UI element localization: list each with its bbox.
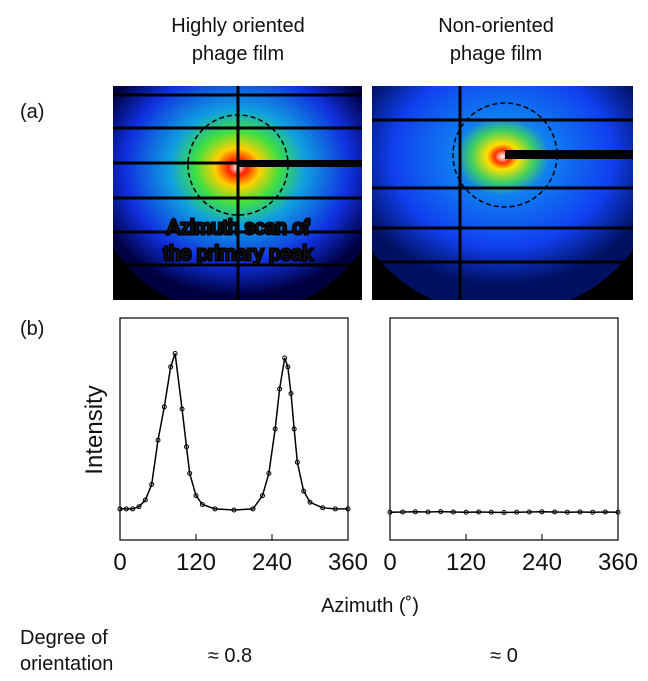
data-point xyxy=(577,509,583,515)
data-point xyxy=(187,470,193,476)
data-point xyxy=(602,509,608,515)
data-point xyxy=(412,509,418,515)
data-point xyxy=(193,493,199,499)
data-point xyxy=(463,509,469,515)
data-point xyxy=(250,506,256,512)
column-title: Non-oriented phage film xyxy=(438,15,554,65)
data-point xyxy=(476,509,482,515)
data-point xyxy=(212,506,218,512)
data-point xyxy=(488,509,494,515)
data-point xyxy=(590,509,596,515)
data-point xyxy=(320,505,326,511)
data-point xyxy=(438,509,444,515)
data-point xyxy=(161,404,167,410)
data-point xyxy=(184,444,189,450)
data-point xyxy=(288,390,294,396)
data-point xyxy=(266,470,272,476)
degree-value: ≈ 0 xyxy=(490,645,518,667)
x-tick-label: 120 xyxy=(176,549,216,576)
data-point xyxy=(345,506,351,512)
data-point xyxy=(425,509,431,515)
x-tick-label: 360 xyxy=(598,549,638,576)
data-point xyxy=(260,493,265,499)
data-point xyxy=(285,364,291,370)
data-point xyxy=(552,509,558,515)
data-point xyxy=(526,509,532,515)
data-line xyxy=(120,353,348,511)
data-point xyxy=(301,488,307,494)
plot-frame xyxy=(119,317,349,541)
data-point xyxy=(514,509,520,515)
data-point xyxy=(294,459,300,465)
data-point xyxy=(149,482,155,487)
data-point xyxy=(272,426,278,432)
panel-label: (a) xyxy=(20,101,44,123)
data-point xyxy=(291,426,297,432)
data-point xyxy=(172,351,178,357)
degree-value: ≈ 0.8 xyxy=(208,645,252,667)
x-tick-label: 240 xyxy=(522,549,562,576)
data-point xyxy=(179,406,185,412)
data-point xyxy=(123,506,129,512)
data-point xyxy=(282,355,288,361)
data-point xyxy=(307,499,313,505)
data-line xyxy=(389,510,619,514)
data-point xyxy=(136,504,142,510)
x-tick-label: 360 xyxy=(328,549,368,576)
row-label: Degree of orientation xyxy=(20,627,113,675)
data-point xyxy=(387,509,393,515)
annotation: Azimuth scan of the primary peak xyxy=(164,217,314,265)
data-point xyxy=(332,506,338,512)
column-title: Highly oriented phage film xyxy=(171,15,304,65)
data-point xyxy=(450,509,456,515)
data-point xyxy=(199,501,205,507)
data-point xyxy=(155,437,161,443)
x-axis-label: Azimuth (˚) xyxy=(321,595,419,617)
y-axis-label: Intensity xyxy=(81,385,108,474)
plot-frame xyxy=(389,317,619,541)
data-point xyxy=(539,509,545,515)
data-point xyxy=(501,509,507,515)
data-point xyxy=(231,507,237,513)
data-point xyxy=(142,497,148,503)
diffraction-image xyxy=(372,86,633,300)
data-point xyxy=(564,509,570,515)
x-tick-label: 120 xyxy=(446,549,486,576)
data-point xyxy=(400,509,406,515)
x-tick-label: 240 xyxy=(252,549,292,576)
data-point xyxy=(130,506,136,512)
data-point xyxy=(615,509,621,515)
data-point xyxy=(277,386,283,392)
diffraction-image: Azimuth scan of the primary peak xyxy=(113,86,362,300)
x-tick-label: 0 xyxy=(383,549,396,576)
panel-label: (b) xyxy=(20,318,44,340)
data-point xyxy=(168,364,174,370)
x-tick-label: 0 xyxy=(113,549,126,576)
data-point xyxy=(117,506,123,512)
